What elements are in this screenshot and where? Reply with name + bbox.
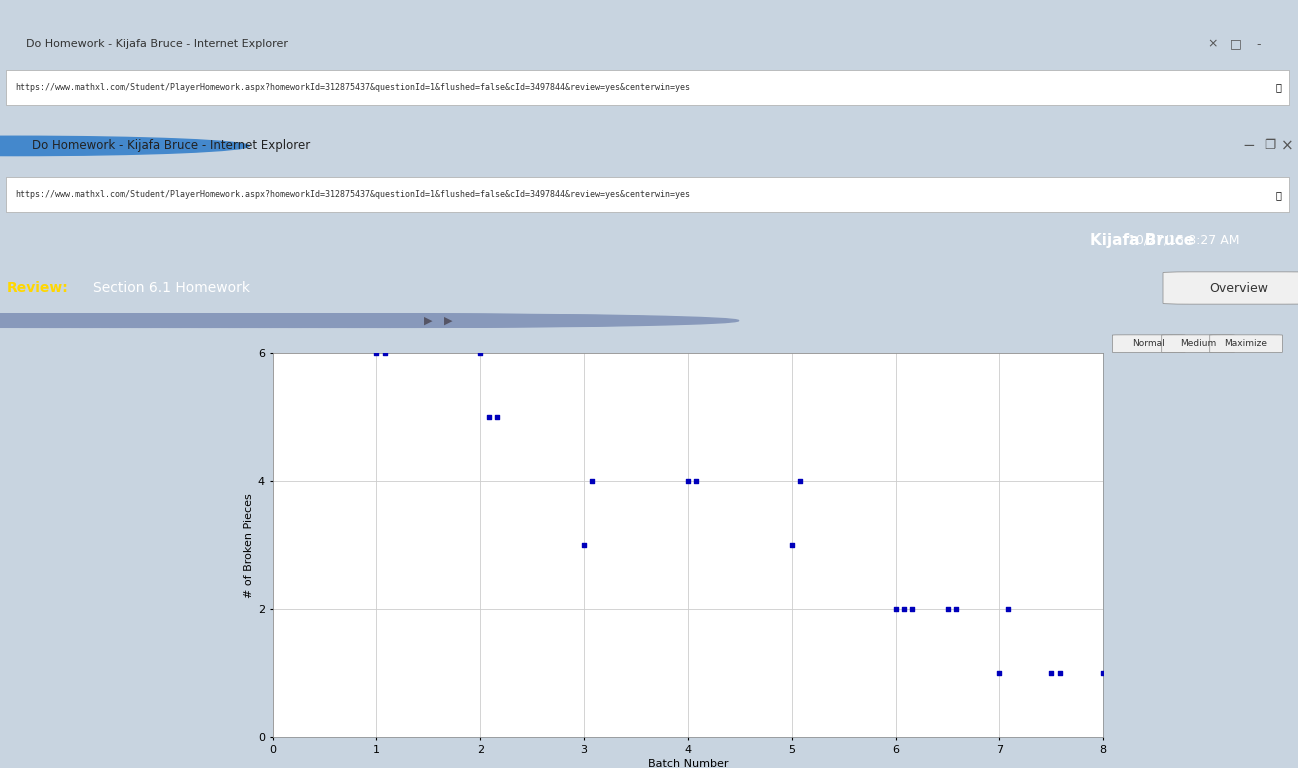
Circle shape bbox=[0, 314, 410, 327]
FancyBboxPatch shape bbox=[1163, 272, 1298, 304]
Point bbox=[989, 667, 1010, 680]
Text: ❐: ❐ bbox=[1264, 140, 1275, 152]
Text: Review:: Review: bbox=[6, 281, 69, 295]
Text: 🔒: 🔒 bbox=[1276, 82, 1281, 92]
Text: Section 6.1 Homework: Section 6.1 Homework bbox=[93, 281, 251, 295]
Point bbox=[374, 347, 395, 359]
Circle shape bbox=[0, 314, 589, 327]
Point bbox=[1049, 667, 1070, 680]
Point bbox=[789, 475, 810, 488]
Text: ▶: ▶ bbox=[424, 316, 432, 326]
Text: Medium: Medium bbox=[1180, 339, 1216, 348]
Text: -: - bbox=[1256, 38, 1262, 51]
Text: Maximize: Maximize bbox=[1224, 339, 1268, 348]
Text: Do Homework - Kijafa Bruce - Internet Explorer: Do Homework - Kijafa Bruce - Internet Ex… bbox=[26, 39, 288, 49]
Circle shape bbox=[90, 314, 739, 327]
Text: −: − bbox=[1242, 138, 1255, 154]
Circle shape bbox=[0, 314, 559, 327]
Point bbox=[574, 539, 594, 551]
Text: https://www.mathxl.com/Student/PlayerHomework.aspx?homeworkId=312875437&question: https://www.mathxl.com/Student/PlayerHom… bbox=[16, 190, 691, 199]
Circle shape bbox=[0, 314, 649, 327]
Point bbox=[478, 411, 498, 423]
Circle shape bbox=[0, 314, 470, 327]
Circle shape bbox=[0, 314, 380, 327]
Point bbox=[893, 603, 914, 615]
Text: Kijafa Bruce: Kijafa Bruce bbox=[1090, 233, 1194, 247]
Text: Overview: Overview bbox=[1208, 282, 1268, 294]
Point bbox=[937, 603, 958, 615]
Text: Do Homework - Kijafa Bruce - Internet Explorer: Do Homework - Kijafa Bruce - Internet Ex… bbox=[32, 140, 310, 152]
Point bbox=[582, 475, 602, 488]
Text: □: □ bbox=[1229, 38, 1242, 51]
FancyBboxPatch shape bbox=[1112, 335, 1185, 353]
X-axis label: Batch Number: Batch Number bbox=[648, 759, 728, 768]
Circle shape bbox=[0, 136, 249, 156]
Point bbox=[885, 603, 906, 615]
FancyBboxPatch shape bbox=[1162, 335, 1234, 353]
Circle shape bbox=[0, 314, 530, 327]
Text: 🔒: 🔒 bbox=[1276, 190, 1281, 200]
Point bbox=[366, 347, 387, 359]
Point bbox=[470, 347, 491, 359]
Text: https://www.mathxl.com/Student/PlayerHomework.aspx?homeworkId=312875437&question: https://www.mathxl.com/Student/PlayerHom… bbox=[16, 83, 691, 91]
Point bbox=[678, 475, 698, 488]
Text: Normal: Normal bbox=[1132, 339, 1166, 348]
Y-axis label: # of Broken Pieces: # of Broken Pieces bbox=[244, 493, 253, 598]
Text: 10/27/15 8:27 AM: 10/27/15 8:27 AM bbox=[1116, 233, 1240, 247]
Circle shape bbox=[60, 314, 709, 327]
Bar bbox=[6, 177, 1289, 212]
Circle shape bbox=[0, 314, 440, 327]
FancyBboxPatch shape bbox=[1210, 335, 1282, 353]
Circle shape bbox=[0, 314, 619, 327]
Bar bbox=[6, 70, 1289, 104]
Circle shape bbox=[30, 314, 679, 327]
Text: ×: × bbox=[1207, 38, 1218, 51]
Point bbox=[997, 603, 1018, 615]
Point bbox=[902, 603, 923, 615]
Circle shape bbox=[0, 314, 350, 327]
Text: ×: × bbox=[1281, 138, 1294, 154]
Point bbox=[685, 475, 706, 488]
Circle shape bbox=[0, 314, 500, 327]
Point bbox=[1041, 667, 1062, 680]
Point bbox=[781, 539, 802, 551]
Point bbox=[487, 411, 508, 423]
Point bbox=[1093, 667, 1114, 680]
Point bbox=[945, 603, 966, 615]
Text: ▶: ▶ bbox=[444, 316, 452, 326]
